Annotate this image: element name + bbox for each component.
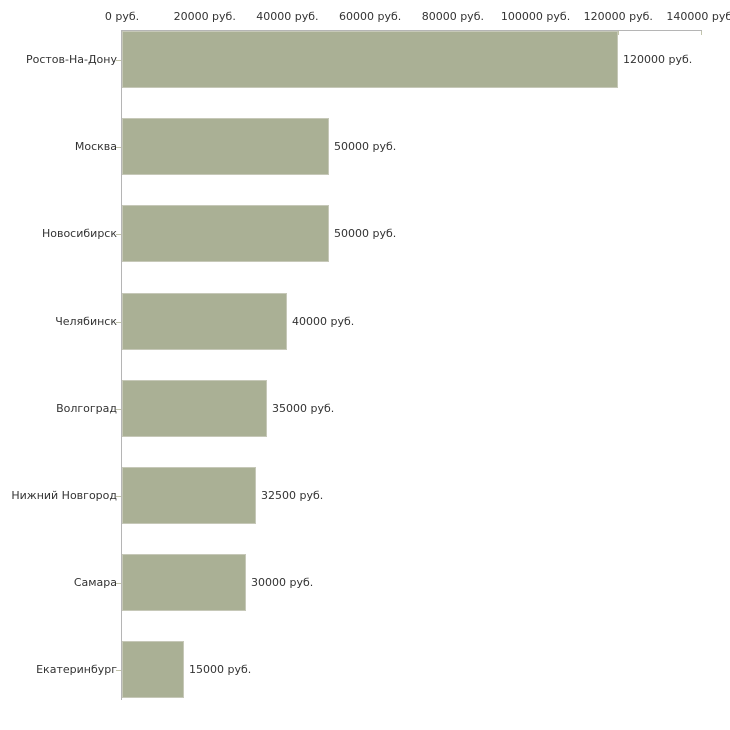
value-label: 120000 руб. [623, 53, 693, 66]
value-label: 30000 руб. [251, 576, 314, 589]
category-tick-mark [116, 496, 121, 497]
bar [122, 467, 256, 524]
value-label: 50000 руб. [334, 140, 397, 153]
x-axis-line [121, 30, 702, 31]
value-label: 35000 руб. [272, 402, 335, 415]
bar [122, 205, 329, 262]
category-tick-mark [116, 670, 121, 671]
bar [122, 380, 267, 437]
x-axis-tick-label: 0 руб. [104, 10, 140, 23]
bar [122, 118, 329, 175]
x-axis-tick-label: 140000 руб. [666, 10, 730, 23]
category-label: Екатеринбург [36, 663, 117, 676]
x-axis-tick-mark [701, 31, 702, 35]
category-tick-mark [116, 322, 121, 323]
x-axis-tick-label: 80000 руб. [421, 10, 484, 23]
x-axis-tick-mark [618, 31, 619, 35]
category-label: Волгоград [56, 402, 117, 415]
category-tick-mark [116, 583, 121, 584]
category-tick-mark [116, 60, 121, 61]
x-axis-tick-label: 100000 руб. [500, 10, 571, 23]
value-label: 40000 руб. [292, 315, 355, 328]
bar [122, 31, 618, 88]
category-label: Челябинск [55, 315, 117, 328]
x-axis-tick-label: 20000 руб. [173, 10, 236, 23]
category-tick-mark [116, 147, 121, 148]
category-label: Новосибирск [41, 227, 117, 240]
value-label: 32500 руб. [261, 489, 324, 502]
category-label: Москва [74, 140, 117, 153]
x-axis-tick-label: 40000 руб. [256, 10, 319, 23]
category-label: Ростов-На-Дону [25, 53, 117, 66]
category-tick-mark [116, 234, 121, 235]
category-tick-mark [116, 409, 121, 410]
value-label: 50000 руб. [334, 227, 397, 240]
bar [122, 293, 287, 350]
bar [122, 554, 246, 611]
x-axis-tick-label: 120000 руб. [583, 10, 653, 23]
x-axis-tick-label: 60000 руб. [339, 10, 402, 23]
value-label: 15000 руб. [189, 663, 252, 676]
category-label: Нижний Новгород [11, 489, 117, 502]
y-axis-line [121, 30, 122, 700]
category-label: Самара [73, 576, 117, 589]
bar [122, 641, 184, 698]
